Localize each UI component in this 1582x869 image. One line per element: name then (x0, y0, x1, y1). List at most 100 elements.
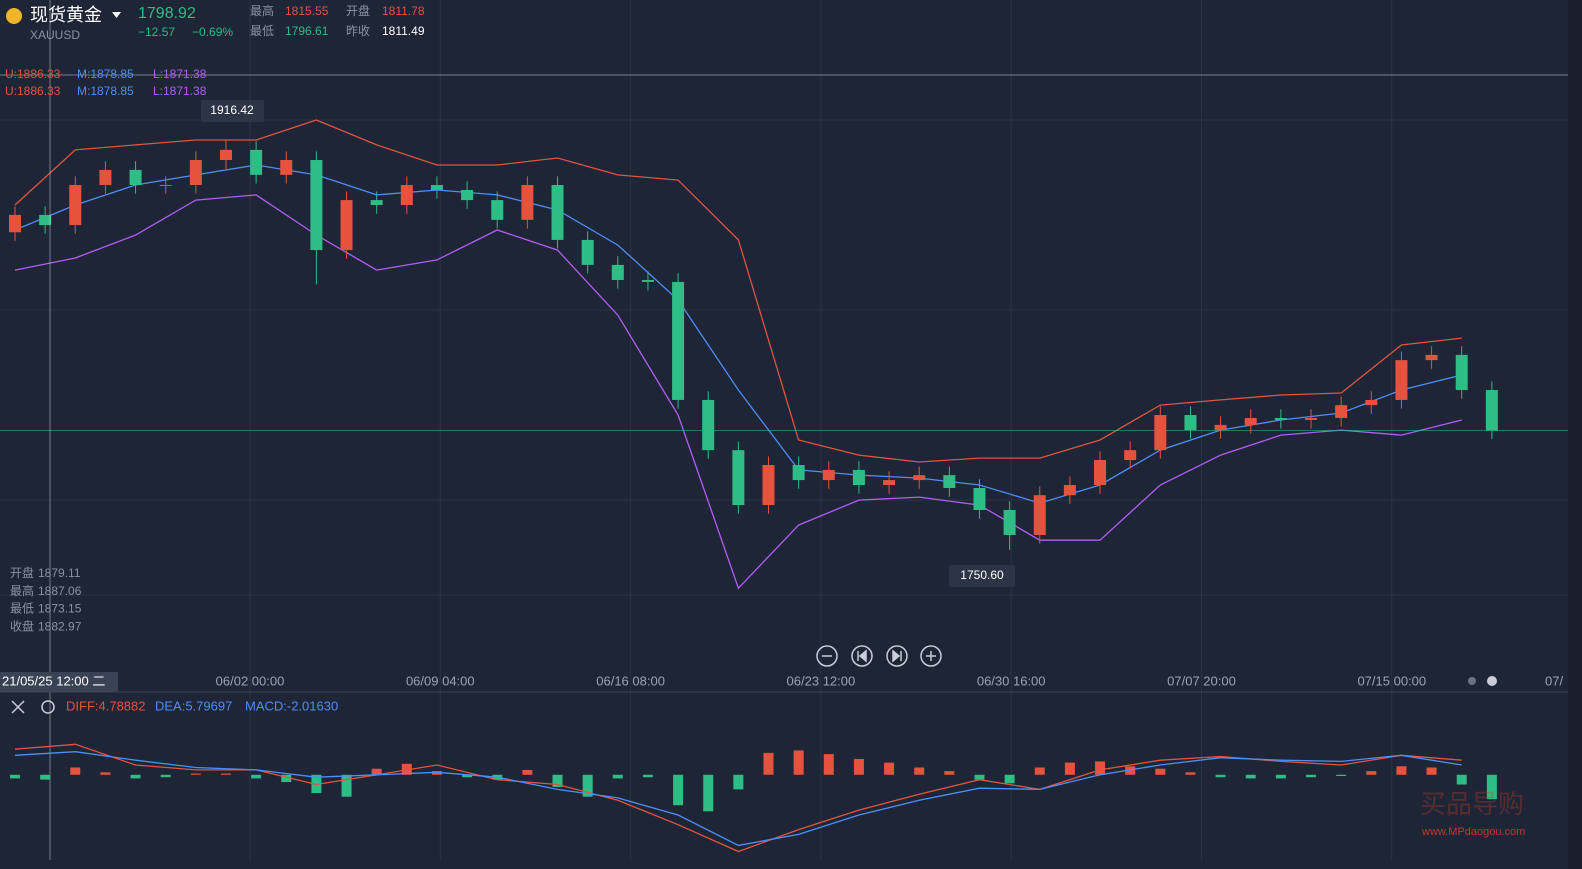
info-label: 最高 (10, 583, 34, 598)
candle-body (461, 189, 474, 201)
macd-bar (914, 767, 925, 775)
open: 1811.78 (382, 4, 425, 18)
info-label: 收盘 (10, 618, 34, 633)
max-marker: 1916.42 (210, 103, 254, 117)
candle-body (1184, 415, 1197, 431)
macd-bar (371, 768, 382, 775)
gold-icon (6, 8, 22, 24)
candle-body (1063, 485, 1076, 496)
watermark-url: www.MPdaogou.com (1421, 826, 1525, 838)
macd-bar (281, 774, 292, 783)
boll-line (14, 119, 1462, 463)
dropdown-caret[interactable] (112, 12, 121, 18)
crosshair-time: 21/05/25 12:00 二 (2, 673, 105, 688)
candle-body (1274, 417, 1287, 420)
candle-body (370, 200, 383, 206)
candle-body (792, 464, 805, 481)
crosshair-time-box (0, 672, 118, 692)
macd-bar (733, 774, 744, 790)
candle-body (310, 160, 323, 251)
change: −12.57 (138, 25, 175, 39)
candle-body (641, 279, 654, 282)
macd-bar (462, 774, 473, 778)
close-pane[interactable] (11, 700, 25, 714)
candle-body (943, 475, 956, 488)
macd-dea: DEA:5.79697 (155, 698, 232, 713)
info-value: 1882.97 (38, 619, 82, 633)
candle-body (1365, 399, 1378, 406)
macd-bar (130, 774, 141, 779)
macd-bar (612, 774, 623, 779)
watermark-logo: 买品导购 (1420, 789, 1524, 819)
boll-u: U:1886.33 (5, 84, 61, 98)
macd-bar (1486, 774, 1497, 800)
candle-body (672, 281, 685, 400)
candle-body (852, 469, 865, 486)
candle-body (491, 200, 504, 220)
macd-bar (1095, 761, 1106, 775)
time-label: 07/07 20:00 (1167, 673, 1236, 688)
time-label: 06/16 08:00 (596, 673, 665, 688)
candle-body (1244, 417, 1257, 425)
macd-bar (763, 752, 774, 775)
info-label: 开盘 (10, 565, 34, 580)
macd-bar (974, 774, 985, 780)
macd-bar (1366, 771, 1377, 775)
right-edge (1568, 0, 1582, 869)
candle-body (611, 264, 624, 280)
pane-dot[interactable] (1468, 677, 1476, 685)
macd-bar (703, 774, 714, 812)
macd-bar (853, 758, 864, 775)
macd-bar (1245, 774, 1256, 779)
candle-body (1485, 390, 1498, 431)
candle-body (1395, 360, 1408, 400)
high-label: 最高 (250, 3, 274, 18)
time-label: 07/ (1545, 673, 1563, 688)
macd-bar (70, 767, 81, 775)
zoom-out[interactable] (816, 645, 838, 667)
candle-body (1154, 415, 1167, 451)
candle-body (1124, 450, 1137, 461)
macd-bar (1396, 766, 1407, 775)
time-label: 07/15 00:00 (1357, 673, 1426, 688)
pane-settings[interactable] (41, 700, 55, 714)
high: 1815.55 (285, 4, 329, 18)
time-axis: 06/02 00:00 06/09 04:00 06/16 08:00 06/23 1… (216, 673, 1426, 688)
crosshair-info: 开盘 1879.11 最高 1887.06 最低 1873.15 收盘 1882.97 (10, 565, 82, 633)
go-end[interactable] (886, 645, 908, 667)
macd-bar (1155, 768, 1166, 775)
min-marker: 1750.60 (960, 568, 1004, 582)
macd-bar (673, 774, 684, 806)
macd-bar (1456, 774, 1467, 785)
macd-bar (341, 774, 352, 797)
info-label: 最低 (10, 602, 34, 616)
macd-bar (431, 771, 442, 775)
candle-body (430, 185, 443, 190)
go-start[interactable] (851, 645, 873, 667)
zoom-in[interactable] (920, 645, 942, 667)
macd-bar (1426, 767, 1437, 775)
candle-body (9, 214, 21, 233)
pane-dot[interactable] (1487, 676, 1497, 686)
time-label: 06/23 12:00 (787, 673, 856, 688)
candle-body (762, 464, 775, 506)
candle-body (551, 185, 564, 240)
candle-body (1094, 460, 1107, 486)
candle-body (1425, 354, 1438, 361)
max-marker-box (201, 100, 264, 122)
prev-label: 昨收 (346, 24, 370, 38)
boll-l: L:1871.38 (153, 67, 207, 81)
candle-body (581, 239, 594, 265)
candle-body (250, 149, 263, 175)
macd-bar (823, 754, 834, 775)
macd-bar (1275, 774, 1286, 779)
macd-bar (190, 773, 201, 775)
candle-body (973, 487, 986, 510)
macd-bar (552, 774, 563, 787)
macd-bar (1185, 772, 1196, 775)
candle-body (280, 160, 293, 175)
time-label: 06/30 16:00 (977, 673, 1046, 688)
instrument-name[interactable]: 现货黄金 (30, 5, 102, 25)
